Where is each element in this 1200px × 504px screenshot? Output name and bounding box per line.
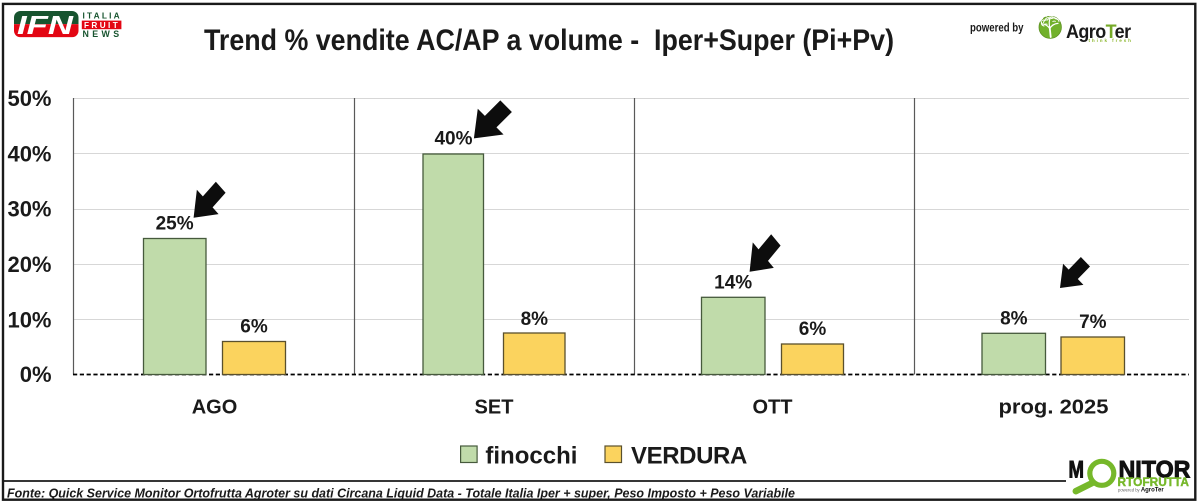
svg-text:powered by AgroTer: powered by AgroTer: [1118, 488, 1164, 494]
svg-text:finocchi: finocchi: [485, 443, 577, 470]
svg-text:prog. 2025: prog. 2025: [999, 397, 1109, 419]
svg-text:10%: 10%: [7, 307, 51, 332]
svg-text:8%: 8%: [1000, 308, 1028, 329]
svg-text:Trend % vendite AC/AP a volume: Trend % vendite AC/AP a volume - Iper+Su…: [204, 24, 894, 57]
svg-text:RTOFRUTTA: RTOFRUTTA: [1118, 477, 1190, 489]
svg-text:NITOR: NITOR: [1119, 456, 1191, 483]
svg-text:Fonte: Quick Service Monitor O: Fonte: Quick Service Monitor Ortofrutta …: [7, 486, 795, 501]
svg-text:7%: 7%: [1079, 312, 1107, 333]
svg-text:8%: 8%: [521, 309, 549, 330]
svg-text:VERDURA: VERDURA: [631, 443, 747, 470]
svg-text:FRUIT: FRUIT: [84, 21, 120, 30]
svg-text:40%: 40%: [434, 128, 472, 149]
svg-text:30%: 30%: [7, 197, 51, 222]
svg-text:powered by: powered by: [970, 23, 1024, 35]
svg-text:25%: 25%: [156, 213, 194, 234]
svg-text:SET: SET: [475, 397, 514, 419]
svg-text:50%: 50%: [7, 86, 51, 111]
svg-text:40%: 40%: [7, 141, 51, 166]
svg-text:M: M: [1069, 456, 1085, 483]
svg-text:AgroTer: AgroTer: [1066, 22, 1132, 43]
svg-text:6%: 6%: [240, 316, 268, 337]
svg-text:ITALIA: ITALIA: [83, 10, 122, 20]
svg-text:20%: 20%: [7, 252, 51, 277]
svg-text:6%: 6%: [799, 319, 827, 340]
svg-text:IFN: IFN: [17, 10, 75, 40]
svg-text:OTT: OTT: [753, 397, 793, 419]
svg-text:think fresh: think fresh: [1089, 38, 1133, 43]
svg-text:0%: 0%: [20, 362, 52, 387]
svg-text:14%: 14%: [714, 272, 752, 293]
svg-text:NEWS: NEWS: [83, 29, 123, 39]
svg-text:AGO: AGO: [192, 397, 238, 419]
